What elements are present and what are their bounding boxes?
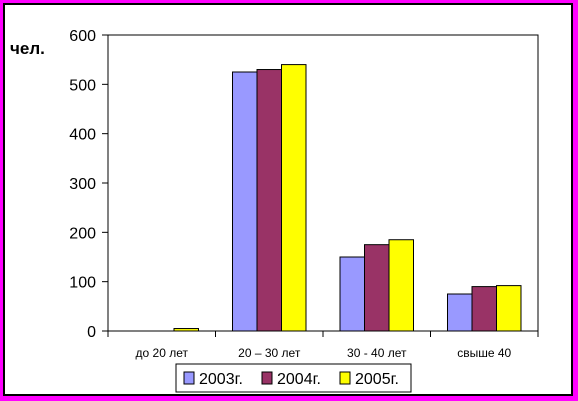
y-tick-label: 500: [69, 77, 96, 94]
x-ticks: до 20 лет 20 – 30 лет 30 - 40 лет свыше 40: [108, 331, 538, 360]
bar-3-2: [497, 286, 522, 331]
bar-2-2: [389, 240, 414, 331]
x-tick-label: свыше 40: [457, 346, 511, 360]
y-tick-label: 300: [69, 176, 96, 193]
bar-3-1: [472, 287, 497, 331]
y-ticks: 0 100 200 300 400 500 600: [69, 28, 108, 341]
bar-2-0: [340, 257, 365, 331]
y-axis-label: чел.: [10, 39, 45, 58]
bar-0-2: [174, 329, 199, 331]
y-tick-label: 400: [69, 127, 96, 144]
legend-label: 2004г.: [277, 371, 321, 388]
y-tick-label: 200: [69, 225, 96, 242]
bar-1-2: [282, 65, 307, 331]
bar-2-1: [365, 245, 390, 331]
x-tick-label: 30 - 40 лет: [347, 346, 407, 360]
legend-swatch: [340, 372, 350, 384]
legend: 2003г. 2004г. 2005г.: [176, 364, 411, 392]
bar-1-1: [257, 70, 282, 331]
legend-label: 2003г.: [199, 371, 243, 388]
legend-label: 2005г.: [355, 371, 399, 388]
legend-swatch: [262, 372, 272, 384]
bar-3-0: [448, 294, 473, 331]
bar-1-0: [233, 72, 258, 331]
legend-swatch: [184, 372, 194, 384]
x-tick-label: 20 – 30 лет: [238, 346, 301, 360]
y-tick-label: 0: [87, 324, 96, 341]
y-tick-label: 100: [69, 275, 96, 292]
x-tick-label: до 20 лет: [136, 346, 189, 360]
y-tick-label: 600: [69, 28, 96, 45]
